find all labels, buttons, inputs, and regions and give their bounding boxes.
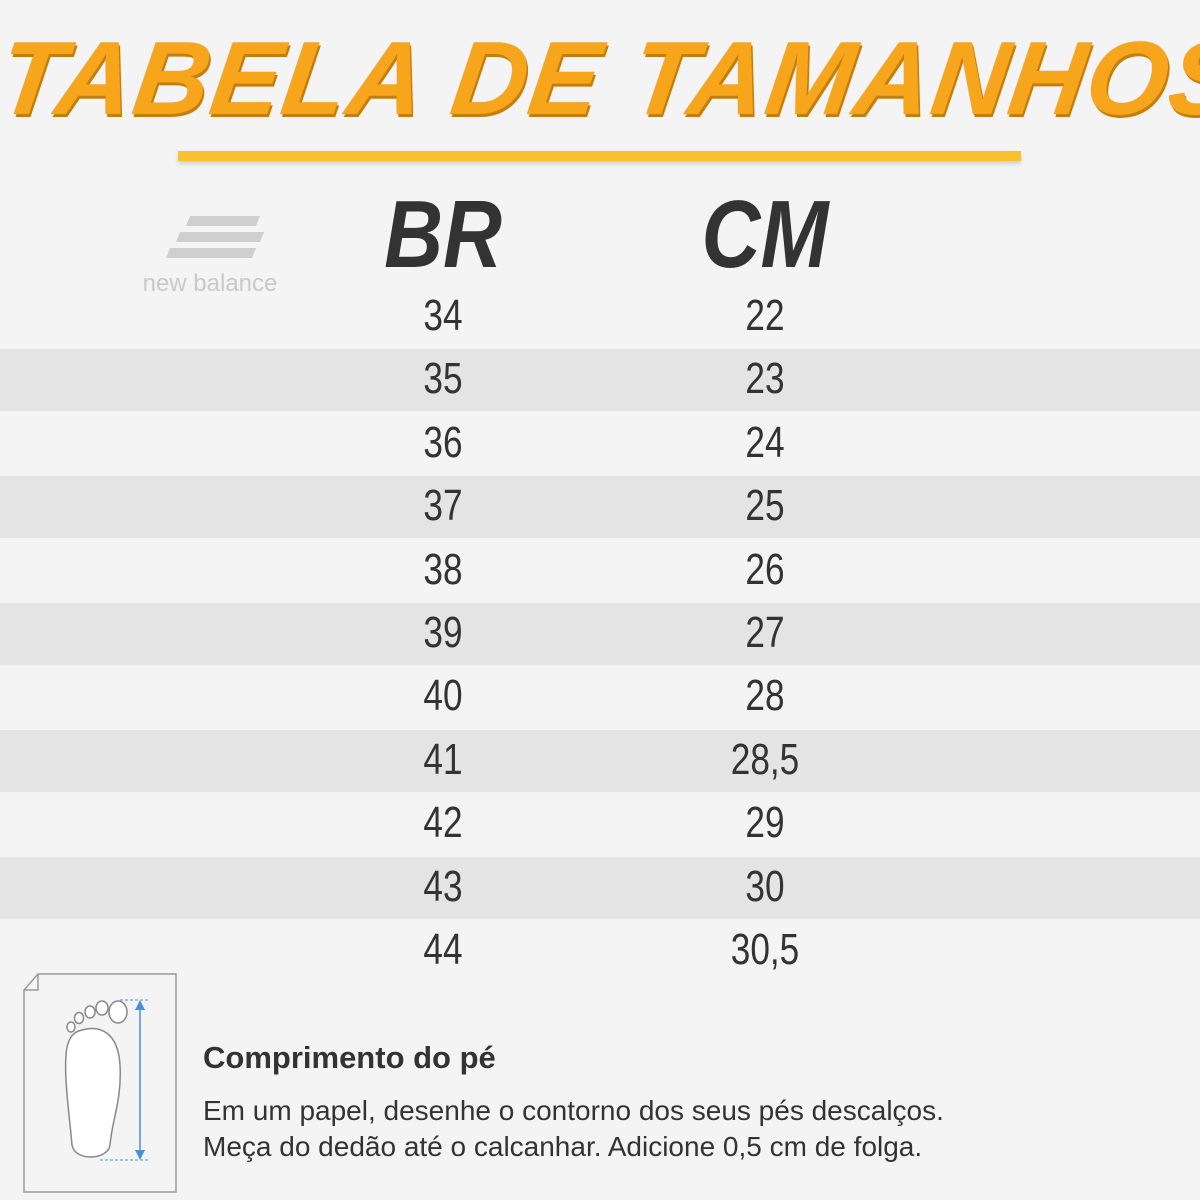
- instructions-line: Em um papel, desenhe o contorno dos seus…: [203, 1095, 944, 1126]
- table-cell: 22: [745, 291, 785, 340]
- column-header: CM: [701, 181, 829, 288]
- table-cell: 43: [423, 861, 463, 911]
- table-cell: 44: [423, 925, 463, 974]
- table-cell: 29: [745, 798, 785, 848]
- table-cell: 35: [423, 354, 463, 404]
- table-cell: 27: [745, 608, 785, 657]
- table-cell: 36: [423, 417, 463, 467]
- table-cell: 37: [423, 481, 463, 531]
- row-band: [0, 476, 1200, 539]
- table-cell: 38: [423, 544, 463, 594]
- table-cell: 30,5: [730, 925, 800, 974]
- instructions-line: Meça do dedão até o calcanhar. Adicione …: [203, 1131, 923, 1162]
- table-cell: 42: [423, 798, 463, 848]
- row-band: [0, 603, 1200, 665]
- table-cell: 39: [423, 608, 463, 657]
- table-cell: 25: [745, 481, 785, 531]
- row-band: [0, 729, 1200, 792]
- table-cell: 26: [745, 544, 785, 594]
- table-cell: 34: [423, 291, 463, 340]
- table-cell: 30: [745, 861, 785, 911]
- table-cell: 41: [423, 734, 463, 784]
- brand-name: new balance: [142, 270, 278, 297]
- table-cell: 28: [745, 671, 785, 721]
- brand-mark: [166, 216, 264, 258]
- instructions-title: Comprimento do pé: [203, 1040, 496, 1075]
- table-cell: 28,5: [730, 734, 800, 784]
- column-header: BR: [384, 181, 502, 288]
- title: TABELA DE TAMANHOS: [0, 21, 1200, 137]
- table-cell: 40: [423, 671, 463, 721]
- table-cell: 23: [745, 354, 785, 404]
- row-band: [0, 349, 1200, 412]
- foot-icon: [23, 973, 177, 1193]
- table-cell: 24: [745, 417, 785, 467]
- row-band: [0, 856, 1200, 919]
- title-underline: [178, 151, 1021, 161]
